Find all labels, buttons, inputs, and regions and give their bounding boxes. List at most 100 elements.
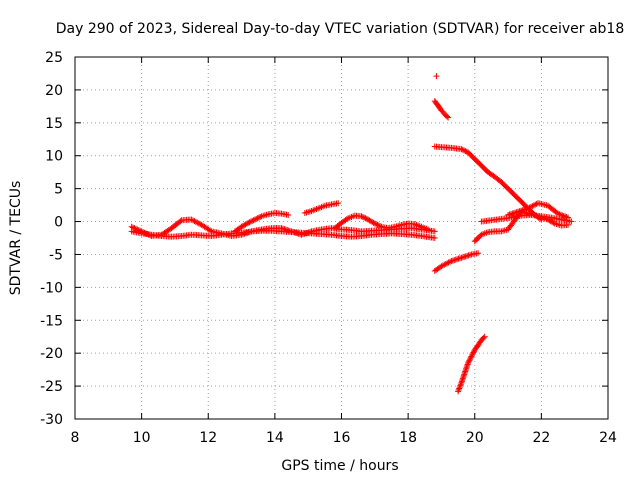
data-point	[144, 231, 151, 238]
x-tick-label: 22	[532, 430, 550, 446]
data-point	[455, 388, 462, 395]
data-point	[556, 211, 563, 218]
data-point	[457, 382, 464, 389]
data-point	[557, 211, 564, 218]
data-point	[141, 229, 148, 236]
data-point	[480, 334, 487, 341]
data-point	[475, 250, 482, 257]
data-point	[481, 333, 488, 340]
data-point	[247, 218, 254, 225]
data-point	[373, 221, 380, 228]
data-point	[246, 219, 253, 226]
y-tick-label: 25	[45, 50, 63, 66]
y-tick-label: 15	[45, 116, 63, 132]
grid-lines	[75, 57, 608, 419]
data-point	[251, 216, 258, 223]
data-point	[563, 214, 570, 221]
data-point	[461, 147, 468, 154]
data-point	[140, 229, 147, 236]
data-point	[457, 381, 464, 388]
data-point	[377, 223, 384, 230]
data-point	[130, 224, 137, 231]
y-tick-label: -10	[40, 280, 63, 296]
chart-title: Day 290 of 2023, Sidereal Day-to-day VTE…	[56, 21, 625, 37]
data-point	[555, 210, 562, 217]
data-point	[361, 214, 368, 221]
data-point	[370, 219, 377, 226]
y-tick-label: -30	[40, 412, 63, 428]
y-tick-label: 20	[45, 83, 63, 99]
data-point	[467, 356, 474, 363]
data-point	[470, 349, 477, 356]
x-tick-label: 12	[199, 430, 217, 446]
data-point	[245, 219, 252, 226]
x-tick-label: 20	[466, 430, 484, 446]
x-tick-label: 14	[266, 430, 284, 446]
data-point	[468, 353, 475, 360]
data-point	[568, 218, 575, 225]
y-tick-label: -25	[40, 379, 63, 395]
data-point	[131, 225, 138, 232]
data-point	[465, 358, 472, 365]
data-point	[362, 215, 369, 222]
data-point	[132, 225, 139, 232]
data-point	[177, 218, 184, 225]
data-point	[128, 223, 135, 230]
y-axis-label: SDTVAR / TECUs	[8, 181, 24, 296]
x-tick-label: 24	[599, 430, 617, 446]
data-point	[375, 222, 382, 229]
data-point	[257, 213, 264, 220]
data-point	[456, 384, 463, 391]
data-point	[425, 226, 432, 233]
data-point	[562, 213, 569, 220]
y-tick-label: -20	[40, 346, 63, 362]
data-point	[565, 214, 572, 221]
data-point	[138, 228, 145, 235]
y-tick-label: -15	[40, 313, 63, 329]
data-point	[443, 113, 450, 120]
data-point	[359, 213, 366, 220]
data-point	[134, 226, 141, 233]
y-tick-label: 5	[54, 182, 63, 198]
x-axis-label: GPS time / hours	[281, 458, 398, 474]
data-point	[137, 227, 144, 234]
data-point	[466, 357, 473, 364]
axis-ticks: 8 10 12 14 16 18 20 22 24 -30 -25 -20 -15 -10 -5 0 5 10 15…	[40, 50, 617, 446]
y-tick-label: 10	[45, 149, 63, 165]
data-point	[363, 215, 370, 222]
data-point	[135, 227, 142, 234]
data-point	[458, 146, 465, 153]
data-point	[445, 114, 452, 121]
data-point	[374, 221, 381, 228]
data-point	[447, 258, 454, 265]
data-point	[243, 220, 250, 227]
data-point	[465, 360, 472, 367]
data-point	[145, 231, 152, 238]
data-point	[431, 235, 438, 241]
data-point	[253, 215, 260, 222]
data-point	[358, 213, 365, 220]
data-point	[559, 212, 566, 219]
data-point	[285, 211, 292, 218]
data-point	[371, 220, 378, 227]
data-point	[469, 352, 476, 359]
data-point	[335, 200, 342, 207]
y-tick-label: -5	[49, 247, 63, 263]
data-point	[249, 217, 256, 224]
data-point	[469, 350, 476, 357]
y-tick-label: 0	[54, 215, 63, 231]
x-tick-label: 8	[71, 430, 80, 446]
x-tick-label: 10	[133, 430, 151, 446]
data-point	[456, 385, 463, 392]
data-point	[431, 228, 438, 235]
data-point	[459, 146, 466, 153]
data-point	[467, 354, 474, 361]
data-point	[254, 215, 261, 222]
data-point	[250, 217, 257, 224]
data-point	[207, 227, 214, 234]
data-point	[455, 386, 462, 393]
data-point	[142, 230, 149, 237]
data-point	[560, 212, 567, 219]
data-point	[462, 148, 469, 155]
